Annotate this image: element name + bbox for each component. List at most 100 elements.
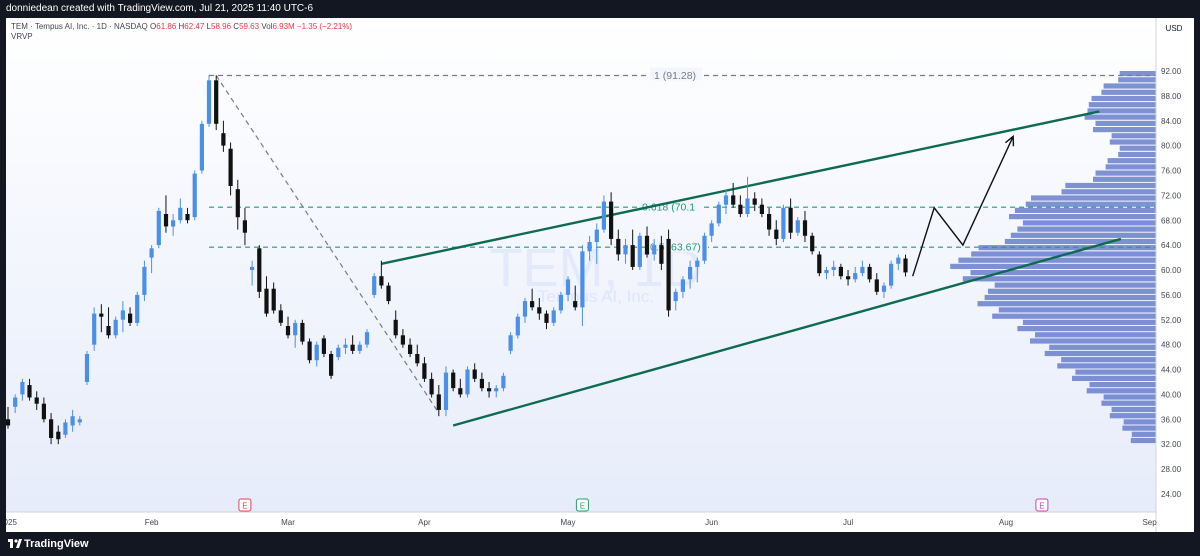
candle-body[interactable] — [422, 363, 427, 379]
candle-body[interactable] — [659, 245, 664, 264]
candle-body[interactable] — [738, 204, 743, 214]
candle-body[interactable] — [436, 394, 441, 410]
candle-body[interactable] — [795, 220, 800, 233]
candle-body[interactable] — [451, 372, 456, 389]
candle-body[interactable] — [673, 291, 678, 302]
candle-body[interactable] — [723, 195, 729, 205]
candle-body[interactable] — [881, 285, 887, 292]
candle-body[interactable] — [264, 288, 269, 314]
candle-body[interactable] — [178, 207, 183, 221]
symbol-name[interactable]: TEM · Tempus AI, Inc. · 1D · NASDAQ — [11, 22, 148, 31]
candle-body[interactable] — [889, 263, 894, 286]
candle-body[interactable] — [128, 313, 133, 323]
candle-body[interactable] — [408, 344, 413, 354]
candle-body[interactable] — [429, 378, 434, 395]
candle-body[interactable] — [156, 210, 161, 246]
candle-body[interactable] — [759, 204, 764, 214]
candle-body[interactable] — [149, 248, 154, 258]
candle-body[interactable] — [788, 207, 793, 233]
candle-body[interactable] — [242, 220, 247, 233]
candle-body[interactable] — [896, 257, 901, 264]
candle-body[interactable] — [415, 354, 420, 364]
candle-body[interactable] — [565, 279, 571, 295]
candle-body[interactable] — [106, 326, 111, 336]
candle-body[interactable] — [508, 335, 513, 351]
candle-body[interactable] — [63, 422, 68, 435]
candle-body[interactable] — [6, 419, 11, 426]
candle-body[interactable] — [228, 148, 233, 186]
candle-body[interactable] — [587, 242, 592, 252]
candle-body[interactable] — [530, 301, 535, 308]
candle-body[interactable] — [321, 338, 326, 354]
candle-body[interactable] — [838, 266, 843, 277]
candle-body[interactable] — [120, 310, 125, 320]
candle-body[interactable] — [250, 266, 255, 270]
candle-body[interactable] — [609, 201, 614, 239]
candle-body[interactable] — [630, 245, 635, 267]
candle-body[interactable] — [20, 382, 25, 395]
candle-body[interactable] — [752, 198, 757, 205]
candle-body[interactable] — [745, 198, 750, 215]
earnings-marker[interactable]: E — [238, 498, 252, 512]
candle-body[interactable] — [163, 214, 169, 227]
candle-body[interactable] — [307, 341, 312, 361]
candle-body[interactable] — [99, 313, 104, 317]
candle-body[interactable] — [580, 251, 585, 308]
candle-body[interactable] — [135, 294, 140, 323]
candle-body[interactable] — [206, 80, 212, 124]
candle-body[interactable] — [77, 419, 82, 423]
candle-body[interactable] — [846, 276, 851, 280]
candle-body[interactable] — [731, 195, 736, 205]
candle-body[interactable] — [472, 369, 477, 379]
candle-body[interactable] — [522, 301, 528, 317]
candle-body[interactable] — [293, 322, 298, 336]
candle-body[interactable] — [874, 279, 879, 292]
candle-body[interactable] — [644, 235, 650, 255]
candle-body[interactable] — [171, 220, 176, 227]
candle-body[interactable] — [616, 238, 621, 255]
candle-body[interactable] — [709, 223, 714, 236]
candle-body[interactable] — [544, 313, 549, 323]
candle-body[interactable] — [343, 344, 348, 348]
candle-body[interactable] — [271, 288, 276, 311]
candle-body[interactable] — [300, 322, 305, 342]
candle-body[interactable] — [817, 254, 822, 274]
candle-body[interactable] — [537, 307, 542, 314]
symbol-legend[interactable]: TEM · Tempus AI, Inc. · 1D · NASDAQ O61.… — [11, 22, 352, 31]
candle-body[interactable] — [680, 279, 685, 292]
candle-body[interactable] — [92, 313, 97, 345]
candle-body[interactable] — [357, 344, 362, 351]
candle-body[interactable] — [637, 235, 642, 267]
candle-body[interactable] — [364, 332, 370, 345]
candle-body[interactable] — [13, 397, 18, 407]
candle-body[interactable] — [903, 258, 908, 273]
candle-body[interactable] — [688, 266, 693, 280]
earnings-marker[interactable]: E — [575, 498, 589, 512]
candle-body[interactable] — [185, 214, 190, 221]
candle-body[interactable] — [34, 397, 39, 404]
candle-body[interactable] — [336, 347, 341, 358]
candle-body[interactable] — [767, 214, 772, 230]
candle-body[interactable] — [551, 310, 556, 323]
candle-body[interactable] — [867, 266, 872, 280]
candle-body[interactable] — [329, 354, 334, 376]
candle-body[interactable] — [601, 201, 606, 230]
candle-body[interactable] — [781, 207, 786, 239]
candle-body[interactable] — [810, 235, 815, 252]
candle-body[interactable] — [221, 133, 226, 146]
channel-upper-line[interactable] — [381, 110, 1100, 265]
candle-body[interactable] — [702, 235, 707, 261]
earnings-marker-box[interactable] — [1035, 498, 1049, 512]
candle-body[interactable] — [558, 294, 563, 311]
candle-body[interactable] — [479, 378, 484, 389]
candle-body[interactable] — [257, 248, 262, 292]
candle-body[interactable] — [652, 245, 657, 255]
candle-body[interactable] — [666, 238, 671, 311]
candle-body[interactable] — [501, 375, 506, 389]
candle-body[interactable] — [695, 260, 700, 267]
candle-body[interactable] — [831, 266, 836, 270]
candle-body[interactable] — [214, 80, 219, 124]
candle-body[interactable] — [199, 123, 204, 171]
candle-body[interactable] — [853, 273, 858, 280]
candle-body[interactable] — [379, 276, 384, 286]
